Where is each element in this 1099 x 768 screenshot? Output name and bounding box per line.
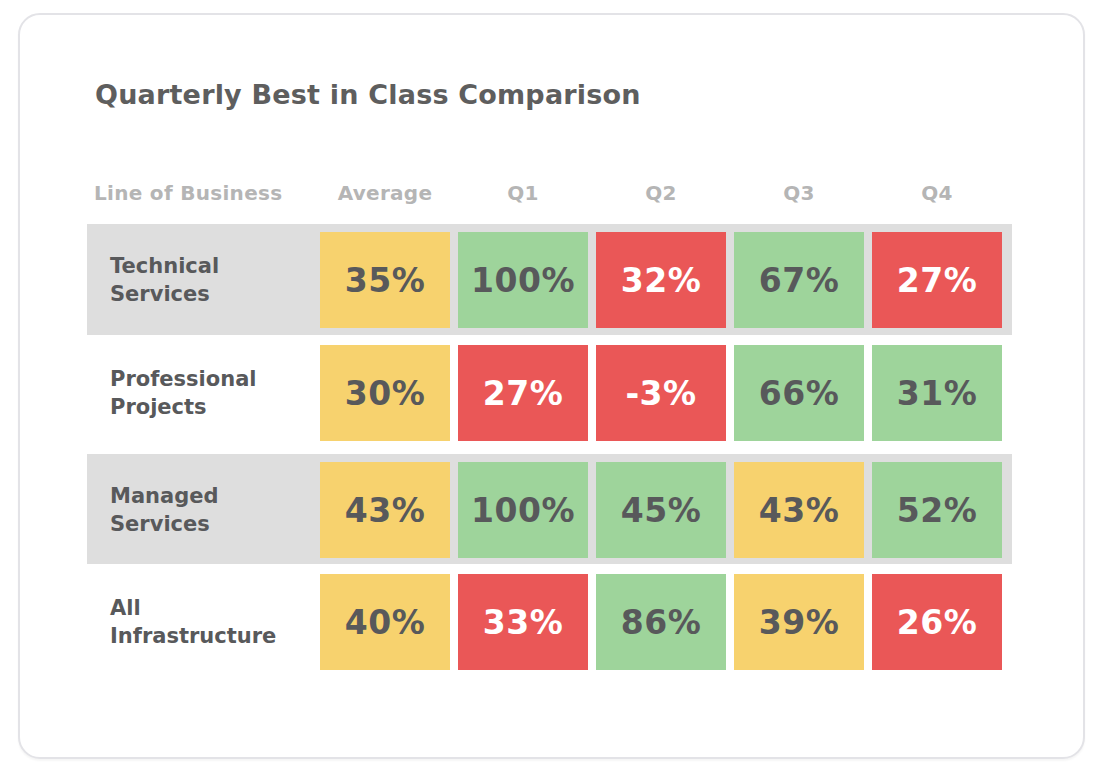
- row-label: Professional Projects: [110, 365, 285, 422]
- heatmap-cell: 40%: [320, 574, 450, 670]
- column-header-q2: Q2: [596, 178, 726, 208]
- page-title: Quarterly Best in Class Comparison: [95, 79, 641, 110]
- heatmap-cell: 39%: [734, 574, 864, 670]
- row-label: Managed Services: [110, 482, 285, 539]
- heatmap-cell: 27%: [458, 345, 588, 441]
- row-label: All Infrastructure: [110, 594, 285, 651]
- heatmap-cell: 32%: [596, 232, 726, 328]
- heatmap-cell: 45%: [596, 462, 726, 558]
- heatmap-cell: 43%: [734, 462, 864, 558]
- column-header-q3: Q3: [734, 178, 864, 208]
- heatmap-cell: 66%: [734, 345, 864, 441]
- column-header-line-of-business: Line of Business: [94, 178, 282, 208]
- heatmap-cell: 30%: [320, 345, 450, 441]
- column-header-q4: Q4: [872, 178, 1002, 208]
- heatmap-cell: -3%: [596, 345, 726, 441]
- heatmap-cell: 67%: [734, 232, 864, 328]
- heatmap-cell: 100%: [458, 232, 588, 328]
- heatmap-cell: 100%: [458, 462, 588, 558]
- column-header-q1: Q1: [458, 178, 588, 208]
- comparison-card: Quarterly Best in Class Comparison Line …: [18, 13, 1085, 759]
- heatmap-cell: 31%: [872, 345, 1002, 441]
- heatmap-cell: 52%: [872, 462, 1002, 558]
- heatmap-cell: 27%: [872, 232, 1002, 328]
- heatmap-cell: 43%: [320, 462, 450, 558]
- heatmap-cell: 26%: [872, 574, 1002, 670]
- row-label: Technical Services: [110, 252, 285, 309]
- heatmap-cell: 33%: [458, 574, 588, 670]
- heatmap-cell: 35%: [320, 232, 450, 328]
- heatmap-cell: 86%: [596, 574, 726, 670]
- column-header-average: Average: [320, 178, 450, 208]
